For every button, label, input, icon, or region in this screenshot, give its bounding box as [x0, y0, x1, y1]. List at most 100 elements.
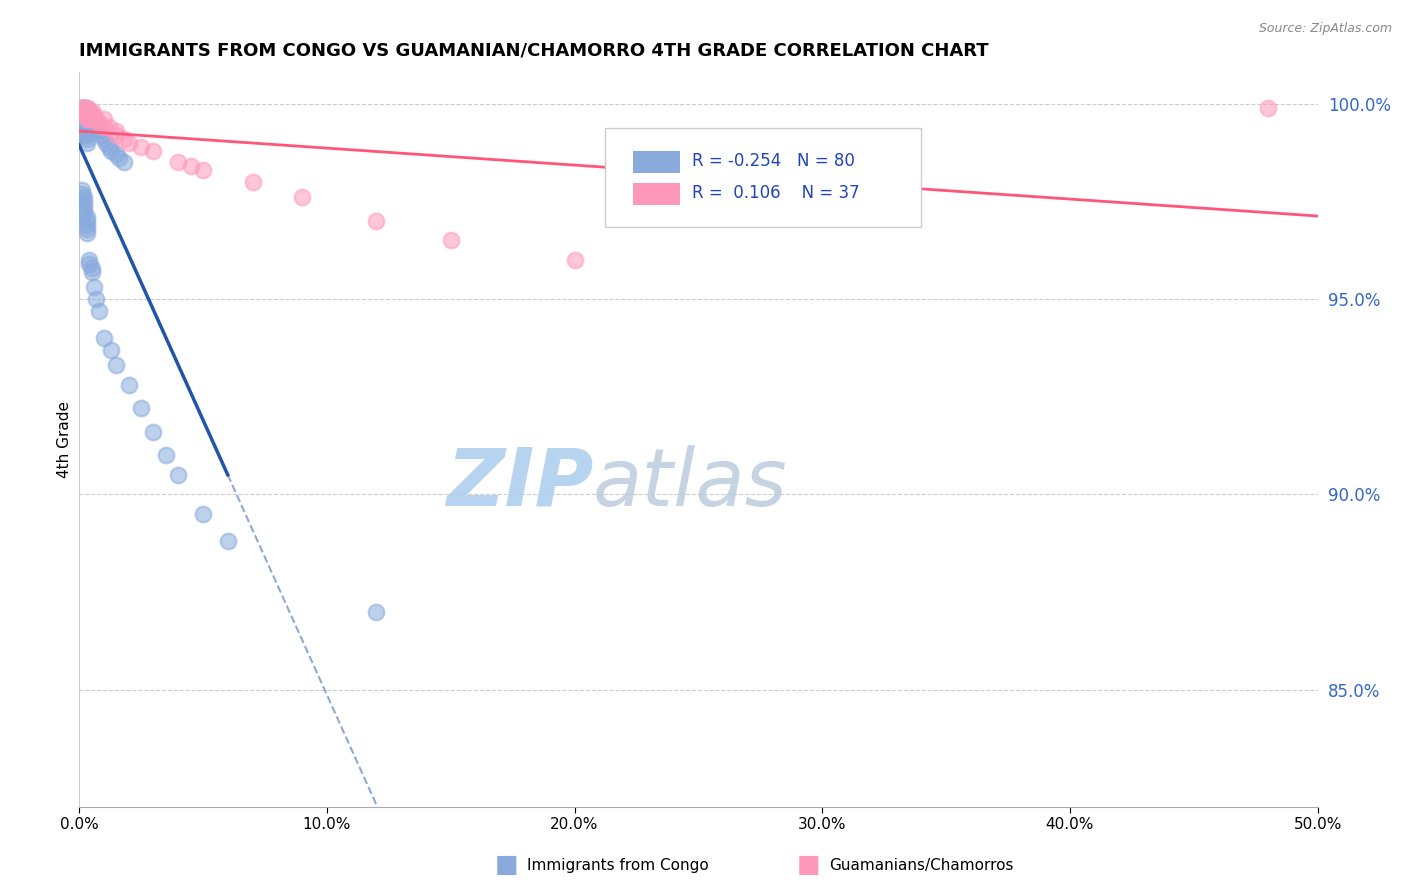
Point [83, 112, 105, 127]
Text: ■: ■ [495, 854, 517, 877]
Point [105, 128, 128, 142]
Point [291, 190, 314, 204]
Point [73, 120, 96, 135]
Point [73, 128, 96, 142]
Point [73, 101, 96, 115]
Text: ZIP: ZIP [446, 445, 593, 523]
Point [77, 108, 100, 122]
Point [105, 124, 128, 138]
Point [76, 120, 98, 135]
Point [80, 108, 103, 122]
Point [76, 218, 98, 232]
Point [217, 534, 239, 549]
Point [93, 331, 115, 345]
Point [76, 108, 98, 122]
Point [76, 226, 98, 240]
Point [97, 139, 120, 153]
Text: Immigrants from Congo: Immigrants from Congo [527, 858, 709, 872]
Point [86, 120, 108, 135]
Text: R = -0.254   N = 80: R = -0.254 N = 80 [692, 153, 855, 170]
Point [105, 147, 128, 161]
Point [76, 210, 98, 224]
Point [73, 104, 96, 119]
Point [112, 155, 135, 169]
Point [366, 605, 388, 619]
Point [86, 112, 108, 127]
Point [77, 120, 100, 135]
Point [76, 124, 98, 138]
Point [80, 265, 103, 279]
Point [70, 104, 93, 119]
Point [83, 280, 105, 294]
Point [118, 136, 141, 150]
Point [242, 175, 264, 189]
Point [76, 136, 98, 150]
Point [70, 183, 93, 197]
Point [73, 104, 96, 119]
Point [564, 252, 586, 267]
Point [77, 252, 100, 267]
Point [96, 136, 118, 150]
Point [76, 101, 98, 115]
Point [73, 190, 96, 204]
Point [76, 104, 98, 119]
Point [76, 112, 98, 127]
Point [77, 257, 100, 271]
Point [76, 221, 98, 235]
Point [76, 104, 98, 119]
Point [87, 124, 110, 138]
Point [167, 155, 190, 169]
Point [191, 163, 214, 178]
FancyBboxPatch shape [633, 151, 679, 173]
Y-axis label: 4th Grade: 4th Grade [58, 401, 72, 478]
Point [107, 152, 129, 166]
Point [77, 112, 100, 127]
Point [90, 128, 112, 142]
Point [93, 132, 115, 146]
Point [76, 128, 98, 142]
Point [80, 124, 103, 138]
Point [83, 108, 105, 122]
Point [105, 359, 128, 373]
Point [80, 116, 103, 130]
Point [1257, 101, 1279, 115]
FancyBboxPatch shape [633, 183, 679, 204]
Point [76, 132, 98, 146]
Text: atlas: atlas [593, 445, 787, 523]
Point [80, 112, 103, 127]
Point [73, 108, 96, 122]
Point [87, 116, 110, 130]
Point [70, 104, 93, 119]
Point [87, 120, 110, 135]
Point [440, 234, 463, 248]
Point [73, 101, 96, 115]
Point [86, 116, 108, 130]
Point [73, 116, 96, 130]
Point [70, 101, 93, 115]
Point [129, 401, 152, 416]
Point [70, 101, 93, 115]
Point [366, 214, 388, 228]
Point [77, 104, 100, 119]
Point [77, 124, 100, 138]
Point [77, 112, 100, 127]
Point [142, 425, 165, 439]
Point [76, 101, 98, 115]
Point [118, 378, 141, 392]
Point [70, 186, 93, 201]
Point [73, 206, 96, 220]
Point [73, 112, 96, 127]
Point [83, 120, 105, 135]
Point [73, 124, 96, 138]
Point [76, 112, 98, 127]
Point [100, 144, 122, 158]
Point [191, 507, 214, 521]
Point [93, 112, 115, 127]
Point [93, 120, 115, 135]
Point [129, 139, 152, 153]
Point [73, 101, 96, 115]
Point [76, 116, 98, 130]
Point [80, 108, 103, 122]
Point [70, 101, 93, 115]
Point [142, 144, 165, 158]
